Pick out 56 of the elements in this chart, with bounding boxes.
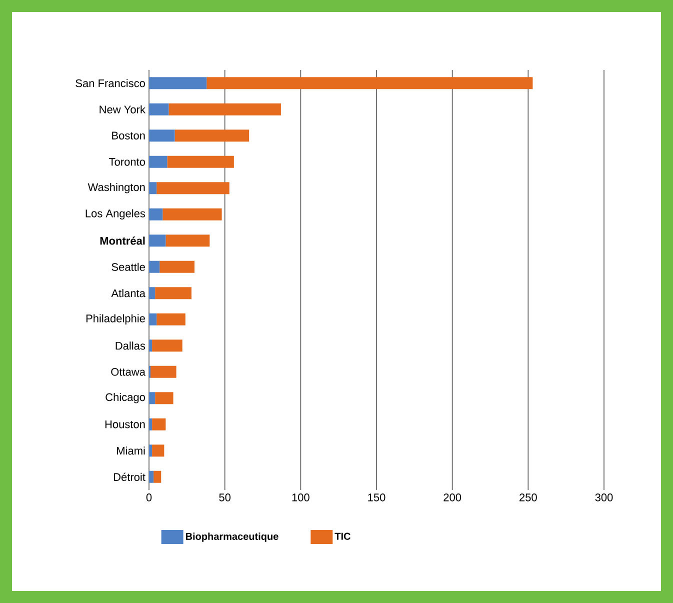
y-tick-label: Boston bbox=[112, 132, 145, 140]
bar bbox=[150, 366, 176, 378]
bar bbox=[162, 208, 222, 220]
bar bbox=[149, 260, 160, 273]
y-tick-label: Détroit bbox=[114, 472, 146, 481]
y-tick-label: Seattle bbox=[112, 262, 145, 271]
y-tick-label: Atlanta bbox=[111, 289, 146, 298]
bar bbox=[149, 130, 175, 142]
x-tick-label: 0 bbox=[146, 494, 152, 502]
bar bbox=[149, 287, 156, 300]
y-tick-label: Dallas bbox=[116, 342, 146, 350]
bar bbox=[149, 156, 168, 168]
bar bbox=[156, 313, 186, 326]
bar bbox=[152, 418, 166, 430]
bar bbox=[152, 340, 182, 352]
bar bbox=[154, 470, 162, 483]
x-tick-label: 300 bbox=[595, 494, 613, 502]
y-tick-label: Miami bbox=[117, 446, 145, 455]
bar bbox=[156, 182, 230, 194]
bar bbox=[149, 444, 152, 457]
bar bbox=[149, 340, 152, 352]
bar bbox=[155, 287, 192, 300]
y-tick-label: Montréal bbox=[100, 236, 145, 245]
bar bbox=[149, 313, 157, 326]
bar bbox=[168, 103, 281, 116]
bar bbox=[149, 103, 169, 116]
bar bbox=[167, 156, 234, 168]
x-tick-label: 250 bbox=[520, 494, 537, 502]
y-tick-label: Toronto bbox=[109, 158, 146, 166]
bar bbox=[174, 130, 250, 142]
bar bbox=[149, 470, 154, 483]
bar bbox=[166, 234, 210, 247]
bar bbox=[149, 182, 157, 194]
bar bbox=[149, 392, 156, 404]
y-tick-label: San Francisco bbox=[76, 79, 145, 88]
bar bbox=[149, 234, 166, 247]
y-tick-label: Philadelphie bbox=[86, 314, 145, 324]
y-tick-label: Ottawa bbox=[111, 368, 146, 376]
y-tick-label: Houston bbox=[105, 420, 145, 428]
legend-label: Biopharmaceutique bbox=[186, 532, 278, 542]
x-tick-label: 100 bbox=[292, 494, 310, 502]
y-tick-label: New York bbox=[100, 105, 146, 114]
bar bbox=[149, 208, 163, 220]
x-tick-label: 150 bbox=[368, 494, 386, 502]
bar bbox=[160, 260, 194, 273]
y-tick-label: Los Angeles bbox=[86, 209, 146, 220]
bar bbox=[206, 77, 533, 90]
legend-label: TIC bbox=[334, 532, 350, 540]
bar bbox=[155, 392, 174, 404]
x-tick-label: 50 bbox=[219, 494, 231, 502]
bar bbox=[149, 77, 207, 90]
bar bbox=[152, 444, 164, 457]
x-tick-label: 200 bbox=[444, 494, 462, 502]
y-tick-label: Chicago bbox=[106, 392, 145, 404]
bar bbox=[149, 418, 152, 430]
y-tick-label: Washington bbox=[88, 183, 145, 194]
